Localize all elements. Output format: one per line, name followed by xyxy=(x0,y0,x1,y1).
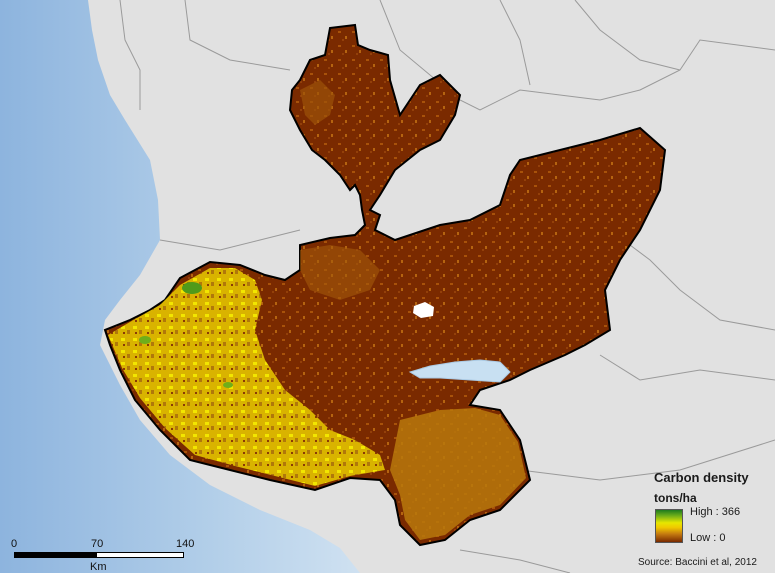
legend-low-label: Low : 0 xyxy=(690,532,726,544)
carbon-peak-spot xyxy=(223,382,233,388)
scale-units: Km xyxy=(90,561,107,573)
carbon-mid-area-south xyxy=(390,408,526,540)
scale-label-70: 70 xyxy=(91,538,104,550)
guadalajara-urban-area xyxy=(413,302,434,318)
carbon-high-area xyxy=(108,268,385,486)
legend-color-ramp xyxy=(655,509,683,543)
scale-bar-right xyxy=(96,552,184,558)
carbon-peak-spot xyxy=(182,282,202,294)
legend-unit: tons/ha xyxy=(654,491,697,505)
scale-label-140: 140 xyxy=(176,538,195,550)
lake-chapala xyxy=(408,359,511,383)
ocean xyxy=(0,0,360,573)
legend-high-label: High : 366 xyxy=(690,506,741,518)
legend-title: Carbon density xyxy=(654,470,749,485)
scale-label-0: 0 xyxy=(11,538,18,550)
jalisco-region xyxy=(103,23,667,547)
carbon-peak-spot xyxy=(139,336,151,344)
source-credit: Source: Baccini et al, 2012 xyxy=(638,557,757,568)
scale-bar-left xyxy=(14,552,96,558)
state-borders xyxy=(119,0,775,573)
carbon-mid-area-north xyxy=(300,80,335,125)
carbon-mid-area-central xyxy=(300,245,380,300)
